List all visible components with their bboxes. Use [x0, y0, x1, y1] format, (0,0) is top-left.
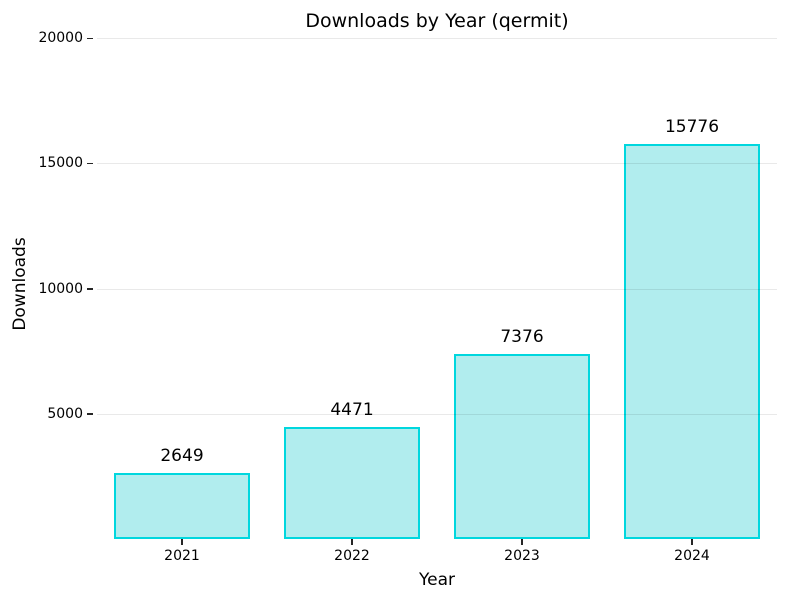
y-axis-label: Downloads [10, 237, 30, 331]
chart-title: Downloads by Year (qermit) [305, 10, 569, 32]
x-tick-mark-2024 [691, 539, 693, 545]
bar-2022 [284, 427, 420, 539]
bar-value-label-2023: 7376 [500, 327, 544, 348]
gridline-15000 [97, 163, 777, 165]
y-tick-mark-5000 [87, 413, 93, 415]
x-tick-label-2021: 2021 [164, 548, 200, 564]
bar-value-label-2022: 4471 [330, 400, 374, 421]
x-tick-label-2024: 2024 [674, 548, 710, 564]
x-axis-label: Year [419, 570, 455, 590]
x-tick-label-2023: 2023 [504, 548, 540, 564]
y-tick-label-15000: 15000 [38, 155, 83, 172]
y-tick-mark-15000 [87, 162, 93, 165]
x-tick-label-2022: 2022 [334, 548, 370, 564]
gridline-20000 [97, 38, 777, 40]
y-tick-label-20000: 20000 [38, 30, 83, 47]
bar-2021 [114, 472, 250, 539]
y-tick-label-10000: 10000 [38, 280, 83, 297]
plot-area: 5000 10000 15000 20000 2649 2021 4471 2022 7376 2… [38, 30, 777, 564]
gridline-5000 [97, 413, 777, 415]
x-tick-mark-2022 [351, 539, 353, 545]
bar-value-label-2021: 2649 [160, 445, 204, 466]
y-tick-mark-10000 [87, 288, 93, 290]
y-tick-mark-20000 [87, 37, 93, 40]
x-tick-mark-2023 [521, 539, 523, 545]
bar-value-label-2024: 15776 [664, 117, 720, 138]
bar-2023 [454, 354, 590, 539]
gridline-10000 [97, 288, 777, 290]
bar-2024 [624, 144, 760, 539]
x-tick-mark-2021 [181, 539, 183, 545]
y-tick-label-5000: 5000 [47, 405, 83, 422]
